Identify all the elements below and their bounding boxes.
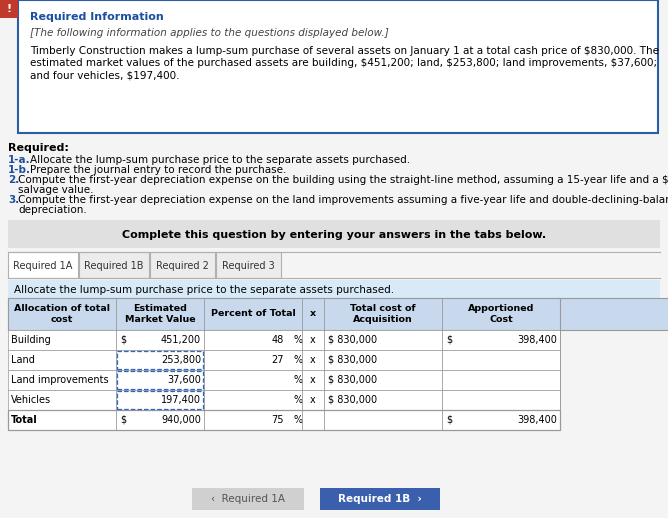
Bar — [79, 252, 149, 278]
Text: 1-a.: 1-a. — [8, 155, 31, 165]
Text: 3.: 3. — [8, 195, 19, 205]
Text: 253,800: 253,800 — [161, 355, 201, 365]
Bar — [8, 280, 660, 298]
Text: Allocate the lump-sum purchase price to the separate assets purchased.: Allocate the lump-sum purchase price to … — [14, 285, 394, 295]
Text: Percent of Total: Percent of Total — [210, 309, 295, 319]
Text: Allocate the lump-sum purchase price to the separate assets purchased.: Allocate the lump-sum purchase price to … — [30, 155, 410, 165]
Text: Required 1B  ›: Required 1B › — [338, 494, 422, 504]
Bar — [8, 390, 560, 410]
Text: Total cost of
Acquisition: Total cost of Acquisition — [350, 304, 415, 324]
Text: and four vehicles, $197,400.: and four vehicles, $197,400. — [30, 70, 180, 80]
Text: Complete this question by entering your answers in the tabs below.: Complete this question by entering your … — [122, 230, 546, 240]
Text: Vehicles: Vehicles — [11, 395, 51, 405]
Text: Required Information: Required Information — [30, 12, 164, 22]
Bar — [320, 488, 440, 510]
Text: x: x — [310, 335, 316, 345]
Text: %: % — [294, 395, 303, 405]
Text: 940,000: 940,000 — [161, 415, 201, 425]
Text: 27: 27 — [271, 355, 284, 365]
Text: Allocation of total
cost: Allocation of total cost — [14, 304, 110, 324]
Text: Required 3: Required 3 — [222, 261, 275, 271]
Text: 75: 75 — [271, 415, 284, 425]
Bar — [8, 298, 560, 330]
Text: Required 1A: Required 1A — [13, 261, 73, 271]
Bar — [0, 0, 18, 18]
Text: $: $ — [446, 415, 452, 425]
Text: [The following information applies to the questions displayed below.]: [The following information applies to th… — [30, 28, 389, 38]
Bar — [18, 0, 658, 133]
Bar — [117, 351, 203, 369]
Text: depreciation.: depreciation. — [18, 205, 87, 215]
Bar — [192, 488, 304, 510]
Text: %: % — [294, 355, 303, 365]
Text: 2.: 2. — [8, 175, 19, 185]
Text: ‹  Required 1A: ‹ Required 1A — [211, 494, 285, 504]
Text: 451,200: 451,200 — [161, 335, 201, 345]
Text: x: x — [310, 355, 316, 365]
Bar — [216, 252, 281, 278]
Text: Required 1B: Required 1B — [84, 261, 144, 271]
Text: estimated market values of the purchased assets are building, $451,200; land, $2: estimated market values of the purchased… — [30, 58, 657, 68]
Bar — [8, 370, 560, 390]
Text: Estimated
Market Value: Estimated Market Value — [125, 304, 195, 324]
Bar — [117, 371, 203, 389]
Text: $: $ — [120, 335, 126, 345]
Text: 37,600: 37,600 — [167, 375, 201, 385]
Text: Required:: Required: — [8, 143, 69, 153]
Text: Building: Building — [11, 335, 51, 345]
Text: Total: Total — [11, 415, 38, 425]
Text: %: % — [294, 335, 303, 345]
Bar — [8, 220, 660, 248]
Text: x: x — [310, 309, 316, 319]
Text: $ 830,000: $ 830,000 — [328, 395, 377, 405]
Text: salvage value.: salvage value. — [18, 185, 94, 195]
Text: $: $ — [446, 335, 452, 345]
Text: %: % — [294, 415, 303, 425]
Text: 398,400: 398,400 — [517, 415, 557, 425]
Text: x: x — [310, 375, 316, 385]
Bar — [8, 330, 560, 350]
Text: 1-b.: 1-b. — [8, 165, 31, 175]
Bar — [8, 410, 560, 430]
Text: Compute the first-year depreciation expense on the land improvements assuming a : Compute the first-year depreciation expe… — [18, 195, 668, 205]
Text: Prepare the journal entry to record the purchase.: Prepare the journal entry to record the … — [30, 165, 287, 175]
Text: Compute the first-year depreciation expense on the building using the straight-l: Compute the first-year depreciation expe… — [18, 175, 668, 185]
Text: $ 830,000: $ 830,000 — [328, 335, 377, 345]
Text: $ 830,000: $ 830,000 — [328, 375, 377, 385]
Text: Timberly Construction makes a lump-sum purchase of several assets on January 1 a: Timberly Construction makes a lump-sum p… — [30, 46, 659, 56]
Bar — [8, 298, 668, 330]
Bar — [150, 252, 215, 278]
Text: 197,400: 197,400 — [161, 395, 201, 405]
Bar — [117, 391, 203, 409]
Text: Apportioned
Cost: Apportioned Cost — [468, 304, 534, 324]
Text: 398,400: 398,400 — [517, 335, 557, 345]
Bar — [8, 350, 560, 370]
Text: !: ! — [7, 4, 11, 14]
Bar — [8, 252, 78, 278]
Text: Required 2: Required 2 — [156, 261, 209, 271]
Text: Land improvements: Land improvements — [11, 375, 109, 385]
Text: $ 830,000: $ 830,000 — [328, 355, 377, 365]
Text: x: x — [310, 395, 316, 405]
Text: 48: 48 — [272, 335, 284, 345]
Text: %: % — [294, 375, 303, 385]
Text: Land: Land — [11, 355, 35, 365]
Text: $: $ — [120, 415, 126, 425]
